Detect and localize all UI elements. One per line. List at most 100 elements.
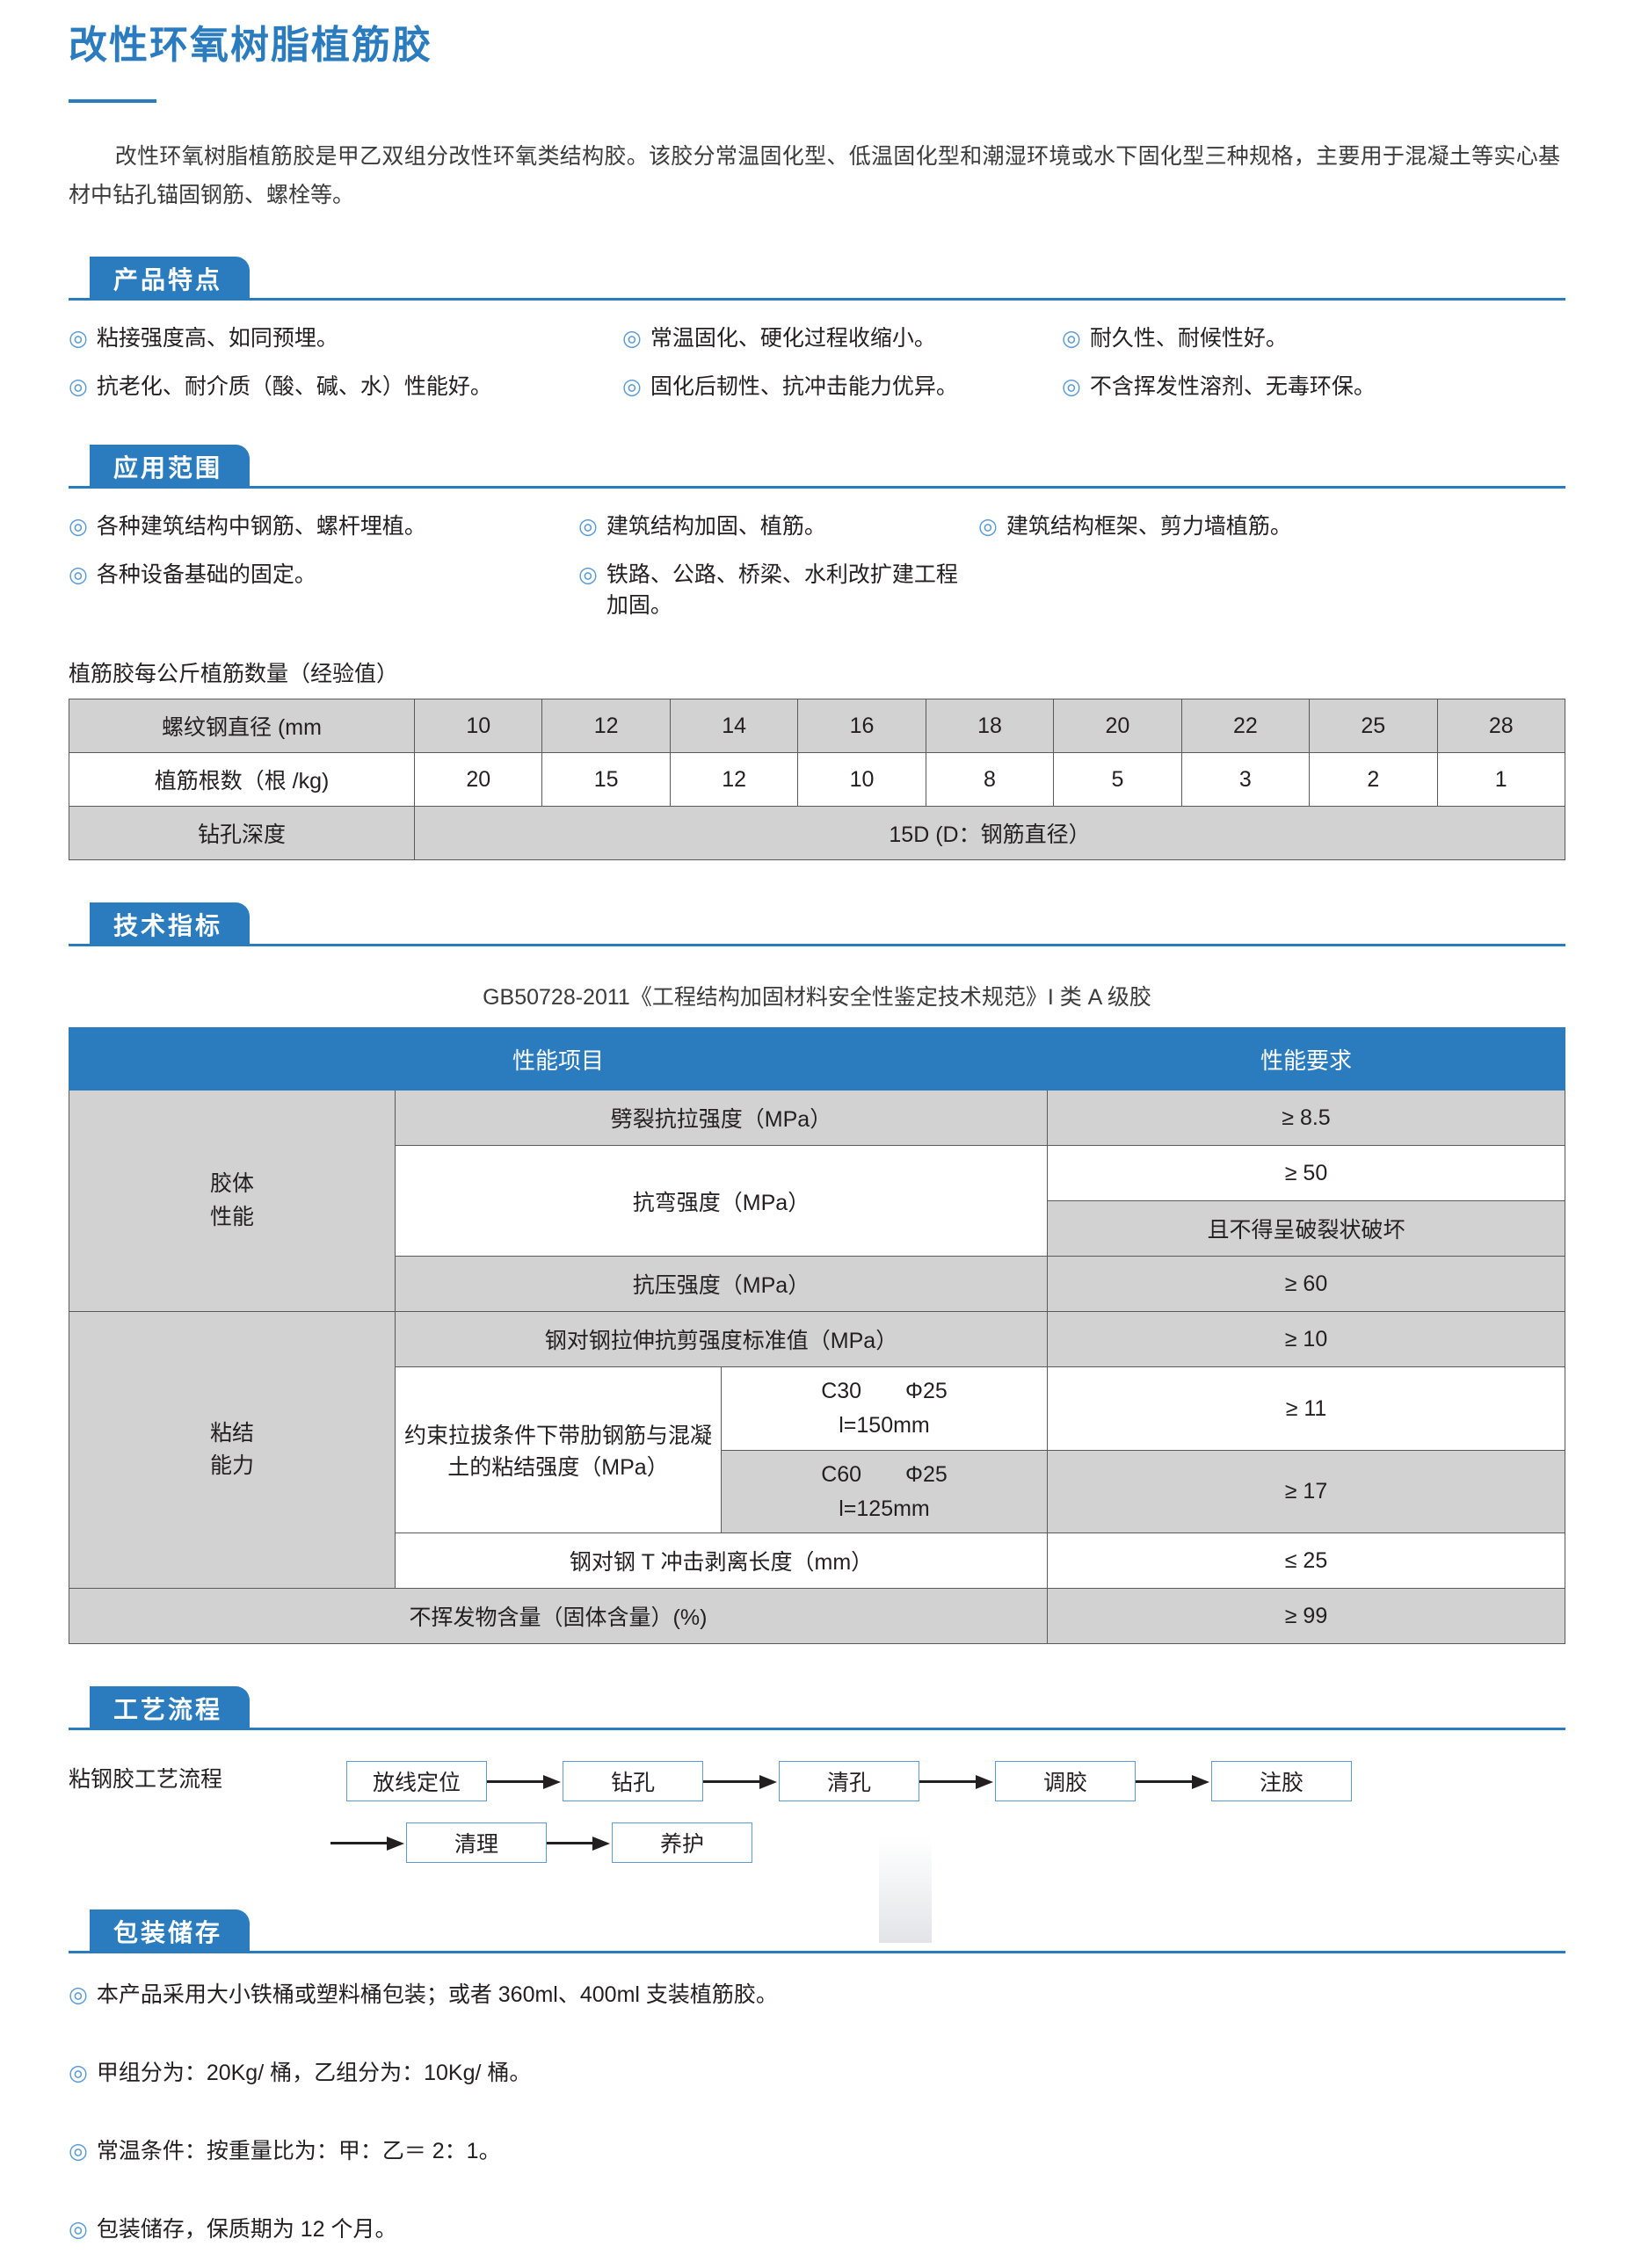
list-item: ◎ 甲组分为：20Kg/ 桶，乙组分为：10Kg/ 桶。 (69, 2058, 1565, 2089)
list-item: ◎ 各种设备基础的固定。 (69, 560, 578, 621)
cell-count: 3 (1180, 752, 1311, 808)
cell-requirement: ≤ 25 (1047, 1533, 1565, 1590)
diamond-circle-icon: ◎ (622, 326, 642, 351)
feature-label: 粘接强度高、如同预埋。 (96, 326, 338, 351)
packaging-list: ◎ 本产品采用大小铁桶或塑料桶包装；或者 360ml、400ml 支装植筋胶。 ◎… (69, 1980, 1565, 2268)
list-item: ◎ 抗老化、耐介质（酸、碱、水）性能好。 (69, 372, 622, 402)
diamond-circle-icon: ◎ (578, 562, 598, 588)
table-row: 钢对钢 T 冲击剥离长度（mm） ≤ 25 (69, 1533, 1565, 1590)
intro-paragraph: 改性环氧树脂植筋胶是甲乙双组分改性环氧类结构胶。该胶分常温固化型、低温固化型和潮… (69, 138, 1565, 215)
cell-diameter: 12 (541, 699, 671, 754)
section-title-packaging: 包装储存 (90, 1909, 250, 1954)
table-row: C60 Φ25 l=125mm ≥ 17 (69, 1449, 1565, 1534)
row-label-diameter: 螺纹钢直径 (mm (69, 699, 415, 754)
application-label: 铁路、公路、桥梁、水利改扩建工程加固。 (606, 562, 958, 619)
packaging-label: 甲组分为：20Kg/ 桶，乙组分为：10Kg/ 桶。 (96, 2061, 532, 2086)
diamond-circle-icon: ◎ (69, 2217, 88, 2243)
features-list: ◎ 粘接强度高、如同预埋。 ◎ 常温固化、硬化过程收缩小。 ◎ 耐久性、耐候性好。 ◎… (69, 323, 1565, 402)
table-row: 不挥发物含量（固体含量）(%) ≥ 99 (69, 1588, 1565, 1645)
table-row: 螺纹钢直径 (mm 10 12 14 16 18 20 22 25 28 (69, 699, 1565, 754)
flow-arrow-icon (703, 1775, 779, 1790)
section-title-features: 产品特点 (90, 257, 250, 301)
feature-label: 不含挥发性溶剂、无毒环保。 (1089, 374, 1376, 400)
cell-requirement-note: 且不得呈破裂状破坏 (1047, 1200, 1565, 1257)
flow-step-1: 放线定位 (346, 1761, 487, 1802)
cell-diameter: 14 (669, 699, 799, 754)
section-rule (69, 486, 1565, 489)
cell-count: 15 (541, 752, 671, 808)
cell-item-text: 约束拉拔条件下带肋钢筋与混凝土的粘结强度（MPa） (403, 1424, 712, 1481)
cell-requirement: ≥ 10 (1047, 1311, 1565, 1368)
cell-diameter: 10 (413, 699, 543, 754)
list-item: ◎ 粘接强度高、如同预埋。 (69, 323, 622, 354)
cell-subcondition: C30 Φ25 l=150mm (721, 1366, 1048, 1451)
flow-row-first: 放线定位 钻孔 清孔 调胶 注胶 (346, 1757, 1565, 1806)
flow-arrow-icon (330, 1837, 406, 1851)
row-label-count: 植筋根数（根 /kg) (69, 752, 415, 808)
section-rule (69, 1728, 1565, 1731)
cell-item: 劈裂抗拉强度（MPa） (395, 1090, 1048, 1147)
category-glue: 胶体 性能 (69, 1090, 396, 1313)
cell-requirement: ≥ 8.5 (1047, 1090, 1565, 1147)
list-item: ◎ 建筑结构加固、植筋。 (578, 511, 978, 542)
application-label: 建筑结构框架、剪力墙植筋。 (1006, 514, 1292, 540)
flow-arrow-icon (487, 1775, 563, 1790)
flow-row-second: 清理 养护 (330, 1818, 1565, 1867)
diamond-circle-icon: ◎ (1062, 374, 1081, 400)
flow-step-4: 调胶 (995, 1761, 1136, 1802)
cell-item: 抗压强度（MPa） (395, 1256, 1048, 1313)
cell-count: 2 (1309, 752, 1438, 808)
cell-item: 抗弯强度（MPa） (395, 1145, 1048, 1257)
cell-requirement: ≥ 50 (1047, 1145, 1565, 1202)
flow-diagram-label: 粘钢胶工艺流程 (69, 1767, 223, 1793)
section-header-features: 产品特点 (69, 257, 1565, 301)
list-item: ◎ 建筑结构框架、剪力墙植筋。 (978, 511, 1565, 542)
table-row: 抗弯强度（MPa） ≥ 50 (69, 1145, 1565, 1257)
diamond-circle-icon: ◎ (622, 374, 642, 400)
diamond-circle-icon: ◎ (69, 374, 88, 400)
cell-item: 不挥发物含量（固体含量）(%) (69, 1588, 1048, 1645)
technical-indicators-table: 性能项目 性能要求 胶体 性能 劈裂抗拉强度（MPa） ≥ 8.5 抗弯强度（M… (69, 1027, 1565, 1645)
flow-arrow-icon (547, 1837, 612, 1851)
subcondition-length: l=125mm (839, 1496, 930, 1521)
section-rule (69, 1951, 1565, 1954)
section-title-application: 应用范围 (90, 445, 250, 489)
cell-item: 钢对钢 T 冲击剥离长度（mm） (395, 1533, 1048, 1590)
flow-arrow-icon (919, 1775, 995, 1790)
list-item: ◎ 本产品采用大小铁桶或塑料桶包装；或者 360ml、400ml 支装植筋胶。 (69, 1980, 1565, 2011)
diamond-circle-icon: ◎ (69, 326, 88, 351)
list-item: ◎ 各种建筑结构中钢筋、螺杆埋植。 (69, 511, 578, 542)
flow-arrow-icon (1136, 1775, 1211, 1790)
cell-requirement: ≥ 60 (1047, 1256, 1565, 1313)
flow-step-3: 清孔 (779, 1761, 919, 1802)
cell-diameter: 18 (925, 699, 1055, 754)
cell-diameter: 22 (1180, 699, 1311, 754)
feature-label: 常温固化、硬化过程收缩小。 (650, 326, 936, 351)
section-rule (69, 944, 1565, 947)
list-item: ◎ 包装储存，保质期为 12 个月。 (69, 2214, 1565, 2245)
list-item: ◎ 常温条件：按重量比为：甲：乙＝ 2：1。 (69, 2136, 1565, 2167)
cell-diameter: 16 (797, 699, 926, 754)
diamond-circle-icon: ◎ (1062, 326, 1081, 351)
application-label: 各种设备基础的固定。 (96, 562, 316, 588)
application-label: 各种建筑结构中钢筋、螺杆埋植。 (96, 514, 426, 540)
cell-count: 10 (797, 752, 926, 808)
feature-label: 耐久性、耐候性好。 (1089, 326, 1288, 351)
flow-step-5: 注胶 (1211, 1761, 1352, 1802)
diamond-circle-icon: ◎ (978, 514, 998, 540)
column-header-requirement: 性能要求 (1047, 1027, 1565, 1091)
diamond-circle-icon: ◎ (69, 1982, 88, 2008)
diamond-circle-icon: ◎ (578, 514, 598, 540)
flow-step-2: 钻孔 (563, 1761, 703, 1802)
category-bond-line1: 粘结 能力 (209, 1420, 254, 1479)
feature-label: 抗老化、耐介质（酸、碱、水）性能好。 (96, 374, 492, 400)
section-header-tech: 技术指标 (69, 902, 1565, 947)
application-label: 建筑结构加固、植筋。 (606, 514, 826, 540)
process-flow-diagram: 粘钢胶工艺流程 放线定位 钻孔 清孔 调胶 注胶 清理 养护 (69, 1757, 1565, 1867)
cell-subcondition: C60 Φ25 l=125mm (721, 1449, 1048, 1534)
diamond-circle-icon: ◎ (69, 562, 88, 588)
section-header-application: 应用范围 (69, 445, 1565, 489)
feature-label: 固化后韧性、抗冲击能力优异。 (650, 374, 958, 400)
flow-step-7: 养护 (612, 1822, 752, 1864)
cell-item: 约束拉拔条件下带肋钢筋与混凝土的粘结强度（MPa） (395, 1366, 722, 1534)
